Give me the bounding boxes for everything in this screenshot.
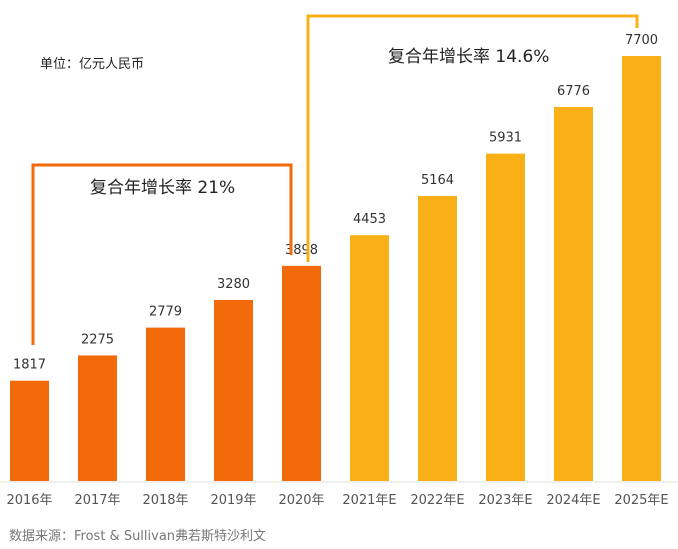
unit-label: 单位：亿元人民币: [40, 57, 144, 72]
x-tick-label: 2018年: [142, 493, 188, 508]
bar-2017年: [78, 355, 117, 481]
data-label: 7700: [625, 33, 658, 48]
bar-2018年: [146, 327, 185, 481]
x-tick-label: 2016年: [6, 493, 52, 508]
source-note: 数据来源：Frost & Sullivan弗若斯特沙利文: [9, 528, 266, 544]
cagr-bracket-2: [306, 14, 639, 262]
x-tick-label: 2021年E: [342, 493, 396, 508]
data-label: 6776: [557, 84, 590, 99]
cagr-label-1: 复合年增长率 21%: [90, 178, 235, 198]
x-tick-label: 2024年E: [546, 493, 600, 508]
cagr-bracket-1: [31, 163, 293, 345]
x-tick-label: 2019年: [210, 493, 256, 508]
x-tick-label: 2022年E: [410, 493, 464, 508]
data-label: 4453: [353, 212, 386, 227]
bar-2022年E: [418, 195, 457, 481]
data-label: 3280: [217, 277, 250, 292]
bar-2019年: [214, 299, 253, 481]
bar-2016年: [10, 380, 49, 481]
cagr-label-2: 复合年增长率 14.6%: [388, 47, 549, 67]
bar-2024年E: [554, 107, 593, 481]
x-tick-label: 2023年E: [478, 493, 532, 508]
data-label: 2275: [81, 332, 114, 347]
bar-2021年E: [350, 235, 389, 481]
data-label: 5164: [421, 173, 454, 188]
x-tick-label: 2025年E: [614, 493, 668, 508]
data-label: 2779: [149, 305, 182, 320]
bar-2025年E: [622, 56, 661, 481]
x-tick-label: 2020年: [278, 493, 324, 508]
bar-2020年: [282, 265, 321, 481]
data-label: 3898: [285, 243, 318, 258]
data-label: 1817: [13, 358, 46, 373]
data-label: 5931: [489, 131, 522, 146]
x-tick-label: 2017年: [74, 493, 120, 508]
bar-2023年E: [486, 153, 525, 481]
